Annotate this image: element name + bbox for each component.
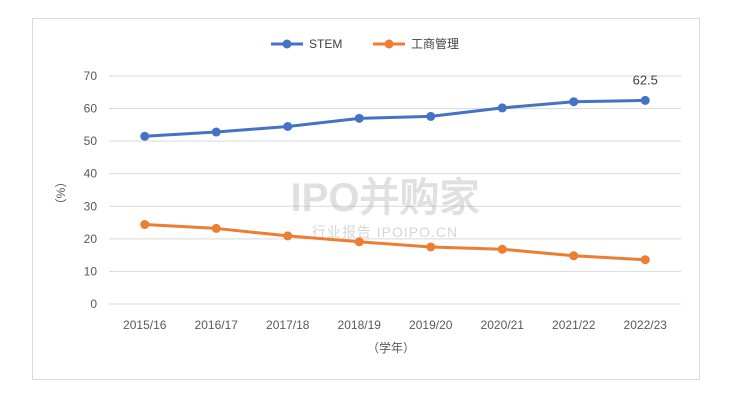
data-point-business [569, 251, 579, 261]
data-point-stem [569, 97, 579, 107]
series-layer [140, 95, 650, 265]
chart-frame: 0 10 20 30 40 50 60 70 2015/16 2016/17 2017/18 201… [32, 18, 700, 380]
y-tick-label: 40 [84, 167, 98, 181]
x-tick-label: 2015/16 [123, 318, 167, 332]
y-tick-label: 10 [84, 264, 98, 278]
x-tick-label: 2020/21 [481, 318, 525, 332]
gridlines [109, 75, 681, 305]
data-point-business [426, 242, 436, 252]
data-point-stem [497, 103, 507, 113]
series-line-stem [143, 98, 647, 138]
y-tick-label: 0 [90, 297, 97, 311]
data-point-stem [354, 113, 364, 123]
data-labels: 62.5 [633, 72, 658, 87]
data-label: 62.5 [633, 72, 658, 87]
y-tick-label: 70 [84, 69, 98, 83]
data-point-stem [283, 121, 293, 131]
data-point-business [497, 244, 507, 254]
watermark: IPO并购家 行业报告 IPOIPO.CN [291, 176, 480, 240]
data-point-stem [211, 127, 221, 137]
series-line-business [143, 223, 647, 262]
y-tick-label: 30 [84, 199, 98, 213]
data-point-business [640, 255, 650, 265]
data-point-business [211, 223, 221, 233]
legend: STEM 工商管理 [271, 36, 459, 51]
y-axis-ticks: 0 10 20 30 40 50 60 70 [84, 69, 98, 311]
x-tick-label: 2022/23 [624, 318, 668, 332]
data-point-stem [426, 111, 436, 121]
y-axis-title: （%） [54, 176, 68, 211]
legend-label-business: 工商管理 [411, 36, 459, 51]
watermark-subtitle: 行业报告 IPOIPO.CN [312, 224, 458, 240]
data-point-business [354, 237, 364, 247]
x-axis-ticks: 2015/16 2016/17 2017/18 2018/19 2019/20 2020/… [123, 318, 667, 332]
legend-marker-business [384, 39, 394, 49]
legend-marker-stem [282, 39, 292, 49]
y-tick-label: 50 [84, 134, 98, 148]
y-tick-label: 20 [84, 232, 98, 246]
x-tick-label: 2016/17 [195, 318, 239, 332]
y-tick-label: 60 [84, 102, 98, 116]
x-tick-label: 2021/22 [552, 318, 596, 332]
data-point-business [283, 231, 293, 241]
data-point-business [140, 220, 150, 230]
x-tick-label: 2017/18 [266, 318, 310, 332]
x-tick-label: 2018/19 [338, 318, 382, 332]
x-axis-title: （学年） [367, 340, 415, 355]
data-point-stem [640, 95, 650, 105]
data-point-stem [140, 131, 150, 141]
x-tick-label: 2019/20 [409, 318, 453, 332]
legend-label-stem: STEM [309, 37, 342, 51]
watermark-title: IPO并购家 [291, 176, 480, 220]
